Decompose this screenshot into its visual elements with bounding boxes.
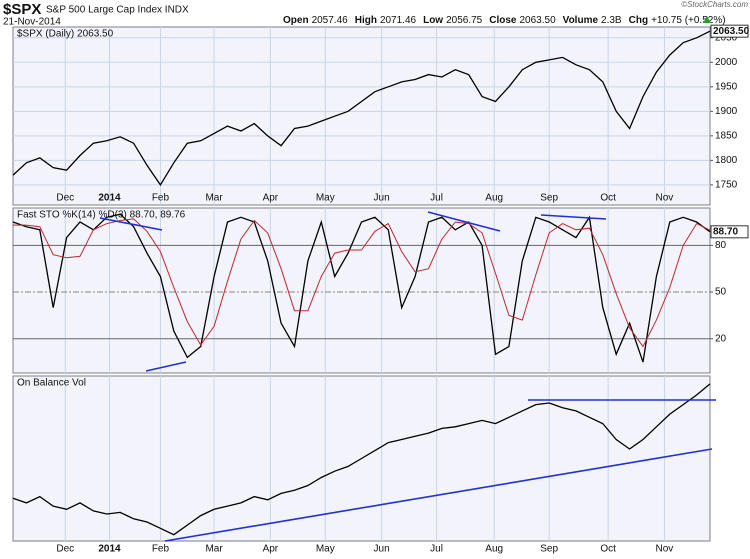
last-value-label: 88.70 [713,226,738,237]
quote-label: Close [489,15,517,26]
x-tick-label: Dec [56,544,74,555]
credit: ©StockCharts.com [681,0,748,9]
x-tick-label: Nov [656,544,674,555]
panel-legend: $SPX (Daily) 2063.50 [17,29,114,40]
quote: Open 2057.46 High 2071.46 Low 2056.75 Close 206… [283,15,726,26]
x-tick-label: Feb [152,544,170,555]
y-tick-label: 1900 [715,106,738,117]
series-line [13,218,711,348]
y-tick-label: 2050 [715,32,738,43]
x-tick-label: May [316,544,335,555]
x-tick-label: Sep [540,193,558,204]
quote-value: 2071.46 [380,15,417,26]
x-tick-label: Nov [656,193,674,204]
y-tick-label: 1950 [715,81,738,92]
annotations [99,211,716,542]
panel [12,26,711,206]
quote-value: +10.75 (+0.52%) [651,15,726,26]
x-tick-label: Sep [540,544,558,555]
last-value-box [710,225,749,239]
x-tick-label: Aug [485,193,503,204]
y-tick-label: 1850 [715,131,738,142]
x-tick-label: 2014 [98,544,121,555]
x-tick-label: Mar [205,193,223,204]
index-name: S&P 500 Large Cap Index INDX [46,5,189,16]
quote-value: 2056.75 [446,15,483,26]
quote-value: 2057.46 [312,15,349,26]
y-tick-label: 80 [715,240,727,251]
trend-line [427,211,501,232]
quote-value: 2063.50 [519,15,556,26]
trend-line [145,361,187,372]
x-tick-label: May [316,193,335,204]
x-tick-label: Jul [430,193,443,204]
x-tick-label: Oct [600,193,616,204]
x-tick-label: Jun [374,544,390,555]
quote-label: Chg [629,15,648,26]
x-tick-label: Apr [263,193,279,204]
panel [12,207,711,374]
panels: Dec 2014 Feb Mar Apr May Jun Jul Aug Sep Oct Nov 175… [12,24,750,555]
x-tick-label: Oct [600,544,616,555]
x-tick-label: Jul [430,544,443,555]
x-tick-label: Jun [374,193,390,204]
up-arrow [703,16,711,23]
quote-label: High [355,15,377,26]
quote-value: 2.3B [601,15,622,26]
last-value-box [710,24,749,38]
y-tick-label: 1800 [715,155,738,166]
panel-legend: On Balance Vol [17,378,86,389]
x-tick-label: Dec [56,193,74,204]
quote-label: Low [423,15,443,26]
y-tick-label: 2000 [715,57,738,68]
x-tick-label: Aug [485,544,503,555]
quote-label: Volume [563,15,599,26]
x-tick-label: Apr [263,544,279,555]
y-tick-label: 50 [715,287,727,298]
y-tick-label: 1750 [715,180,738,191]
quote-label: Open [283,15,309,26]
x-tick-label: Feb [152,193,170,204]
panel-legend: Fast STO %K(14) %D(3) 88.70, 89.76 [17,210,186,221]
date: 21-Nov-2014 [3,17,61,28]
x-tick-label: 2014 [98,193,121,204]
series-line [12,30,711,187]
series-line [12,213,711,363]
trend-line [164,448,713,542]
symbol: $SPX [3,1,41,18]
x-tick-label: Mar [205,544,223,555]
trend-line [99,217,163,231]
last-value-label: 2063.50 [713,26,750,37]
y-tick-label: 20 [715,333,727,344]
series-line [12,383,711,536]
trend-line [540,214,607,220]
